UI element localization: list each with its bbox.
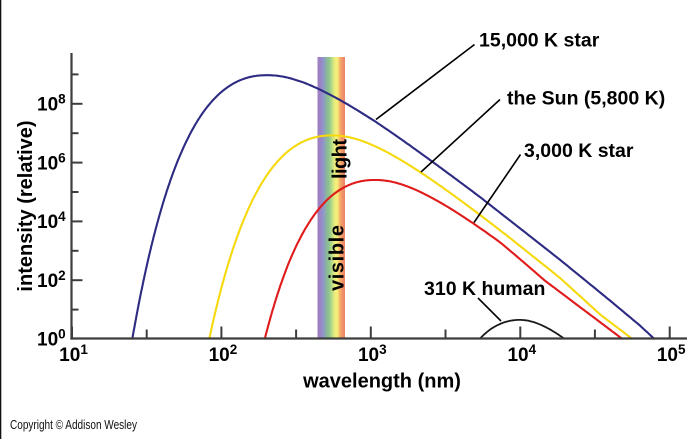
svg-text:light: light	[330, 139, 352, 179]
svg-text:visible: visible	[327, 225, 349, 291]
svg-text:101: 101	[59, 342, 88, 366]
svg-text:Copyright © Addison Wesley: Copyright © Addison Wesley	[10, 418, 138, 432]
svg-text:wavelength (nm): wavelength (nm)	[302, 371, 461, 393]
svg-text:the Sun (5,800 K): the Sun (5,800 K)	[507, 88, 665, 110]
svg-text:310 K human: 310 K human	[424, 278, 545, 300]
svg-text:intensity (relative): intensity (relative)	[15, 120, 37, 291]
svg-text:15,000 K star: 15,000 K star	[479, 29, 600, 51]
svg-text:3,000 K star: 3,000 K star	[524, 140, 634, 162]
